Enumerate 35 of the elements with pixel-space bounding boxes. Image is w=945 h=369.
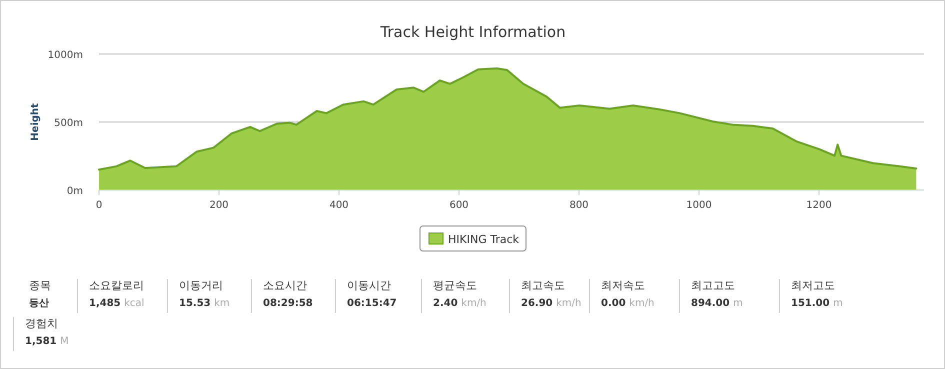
text: 이동시간 — [347, 278, 392, 294]
text: 최저고도 — [791, 278, 836, 294]
text: 경험치 — [25, 316, 59, 332]
text: 최고고도 — [691, 278, 736, 294]
x-tick-label: 1200 — [806, 200, 832, 211]
legend-label: HIKING Track — [448, 233, 520, 246]
x-tick-label: 200 — [209, 200, 229, 211]
y-tick-label: 0m — [66, 186, 83, 197]
text: 2.40 km/h — [433, 297, 486, 311]
text: 06:15:47 — [347, 297, 397, 311]
text: 894.00 m — [691, 297, 743, 311]
x-tick-label: 800 — [569, 200, 589, 211]
chart-title: Track Height Information — [379, 23, 566, 41]
text: 소요시간 — [263, 278, 308, 294]
text: 15.53 km — [179, 297, 230, 311]
text: 최저속도 — [601, 278, 646, 294]
y-tick-label: 500m — [54, 118, 83, 129]
text: 26.90 km/h — [521, 297, 582, 311]
x-tick-label: 0 — [96, 200, 102, 211]
text: 1,485 kcal — [89, 297, 144, 311]
text: 종목 — [29, 278, 51, 294]
x-tick-label: 600 — [449, 200, 469, 211]
y-axis-title: Height — [30, 102, 41, 141]
text: 소요칼로리 — [89, 278, 144, 294]
x-tick-label: 400 — [329, 200, 349, 211]
y-tick-label: 1000m — [48, 50, 83, 61]
text: 08:29:58 — [263, 297, 313, 311]
text: 평균속도 — [433, 278, 478, 294]
text: 1,581 M — [25, 335, 69, 349]
text: 151.00 m — [791, 297, 843, 311]
text: 등산 — [29, 297, 50, 311]
text: 이동거리 — [179, 278, 224, 294]
text: 0.00 km/h — [601, 297, 654, 311]
text: 최고속도 — [521, 278, 566, 294]
x-tick-label: 1000 — [686, 200, 712, 211]
